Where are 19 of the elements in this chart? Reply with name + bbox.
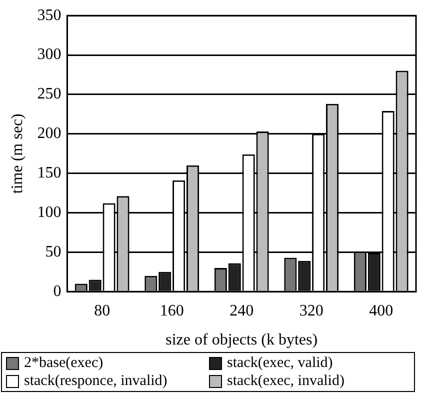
y-tick-label: 300	[37, 46, 62, 64]
y-axis-title: time (m sec)	[8, 114, 26, 194]
legend-label: stack(responce, invalid)	[23, 372, 168, 390]
legend-label: stack(exec, valid)	[226, 354, 334, 372]
x-tick-label: 320	[299, 302, 324, 320]
y-tick-label: 50	[45, 243, 62, 260]
x-tick-label: 400	[369, 302, 394, 320]
x-tick-label: 160	[160, 302, 184, 320]
x-tick-label: 80	[94, 302, 110, 320]
y-tick-label: 100	[37, 204, 62, 221]
y-tick-label: 250	[37, 86, 62, 103]
y-tick-label: 350	[37, 6, 62, 24]
y-tick-label: 0	[53, 282, 62, 300]
legend-label: stack(exec, invalid)	[226, 372, 346, 390]
y-tick-label: 200	[37, 125, 62, 142]
legend-label: 2*base(exec)	[23, 354, 104, 372]
x-axis-title: size of objects (k bytes)	[166, 332, 318, 349]
y-tick-label: 150	[37, 164, 62, 182]
x-tick-label: 240	[230, 302, 254, 320]
